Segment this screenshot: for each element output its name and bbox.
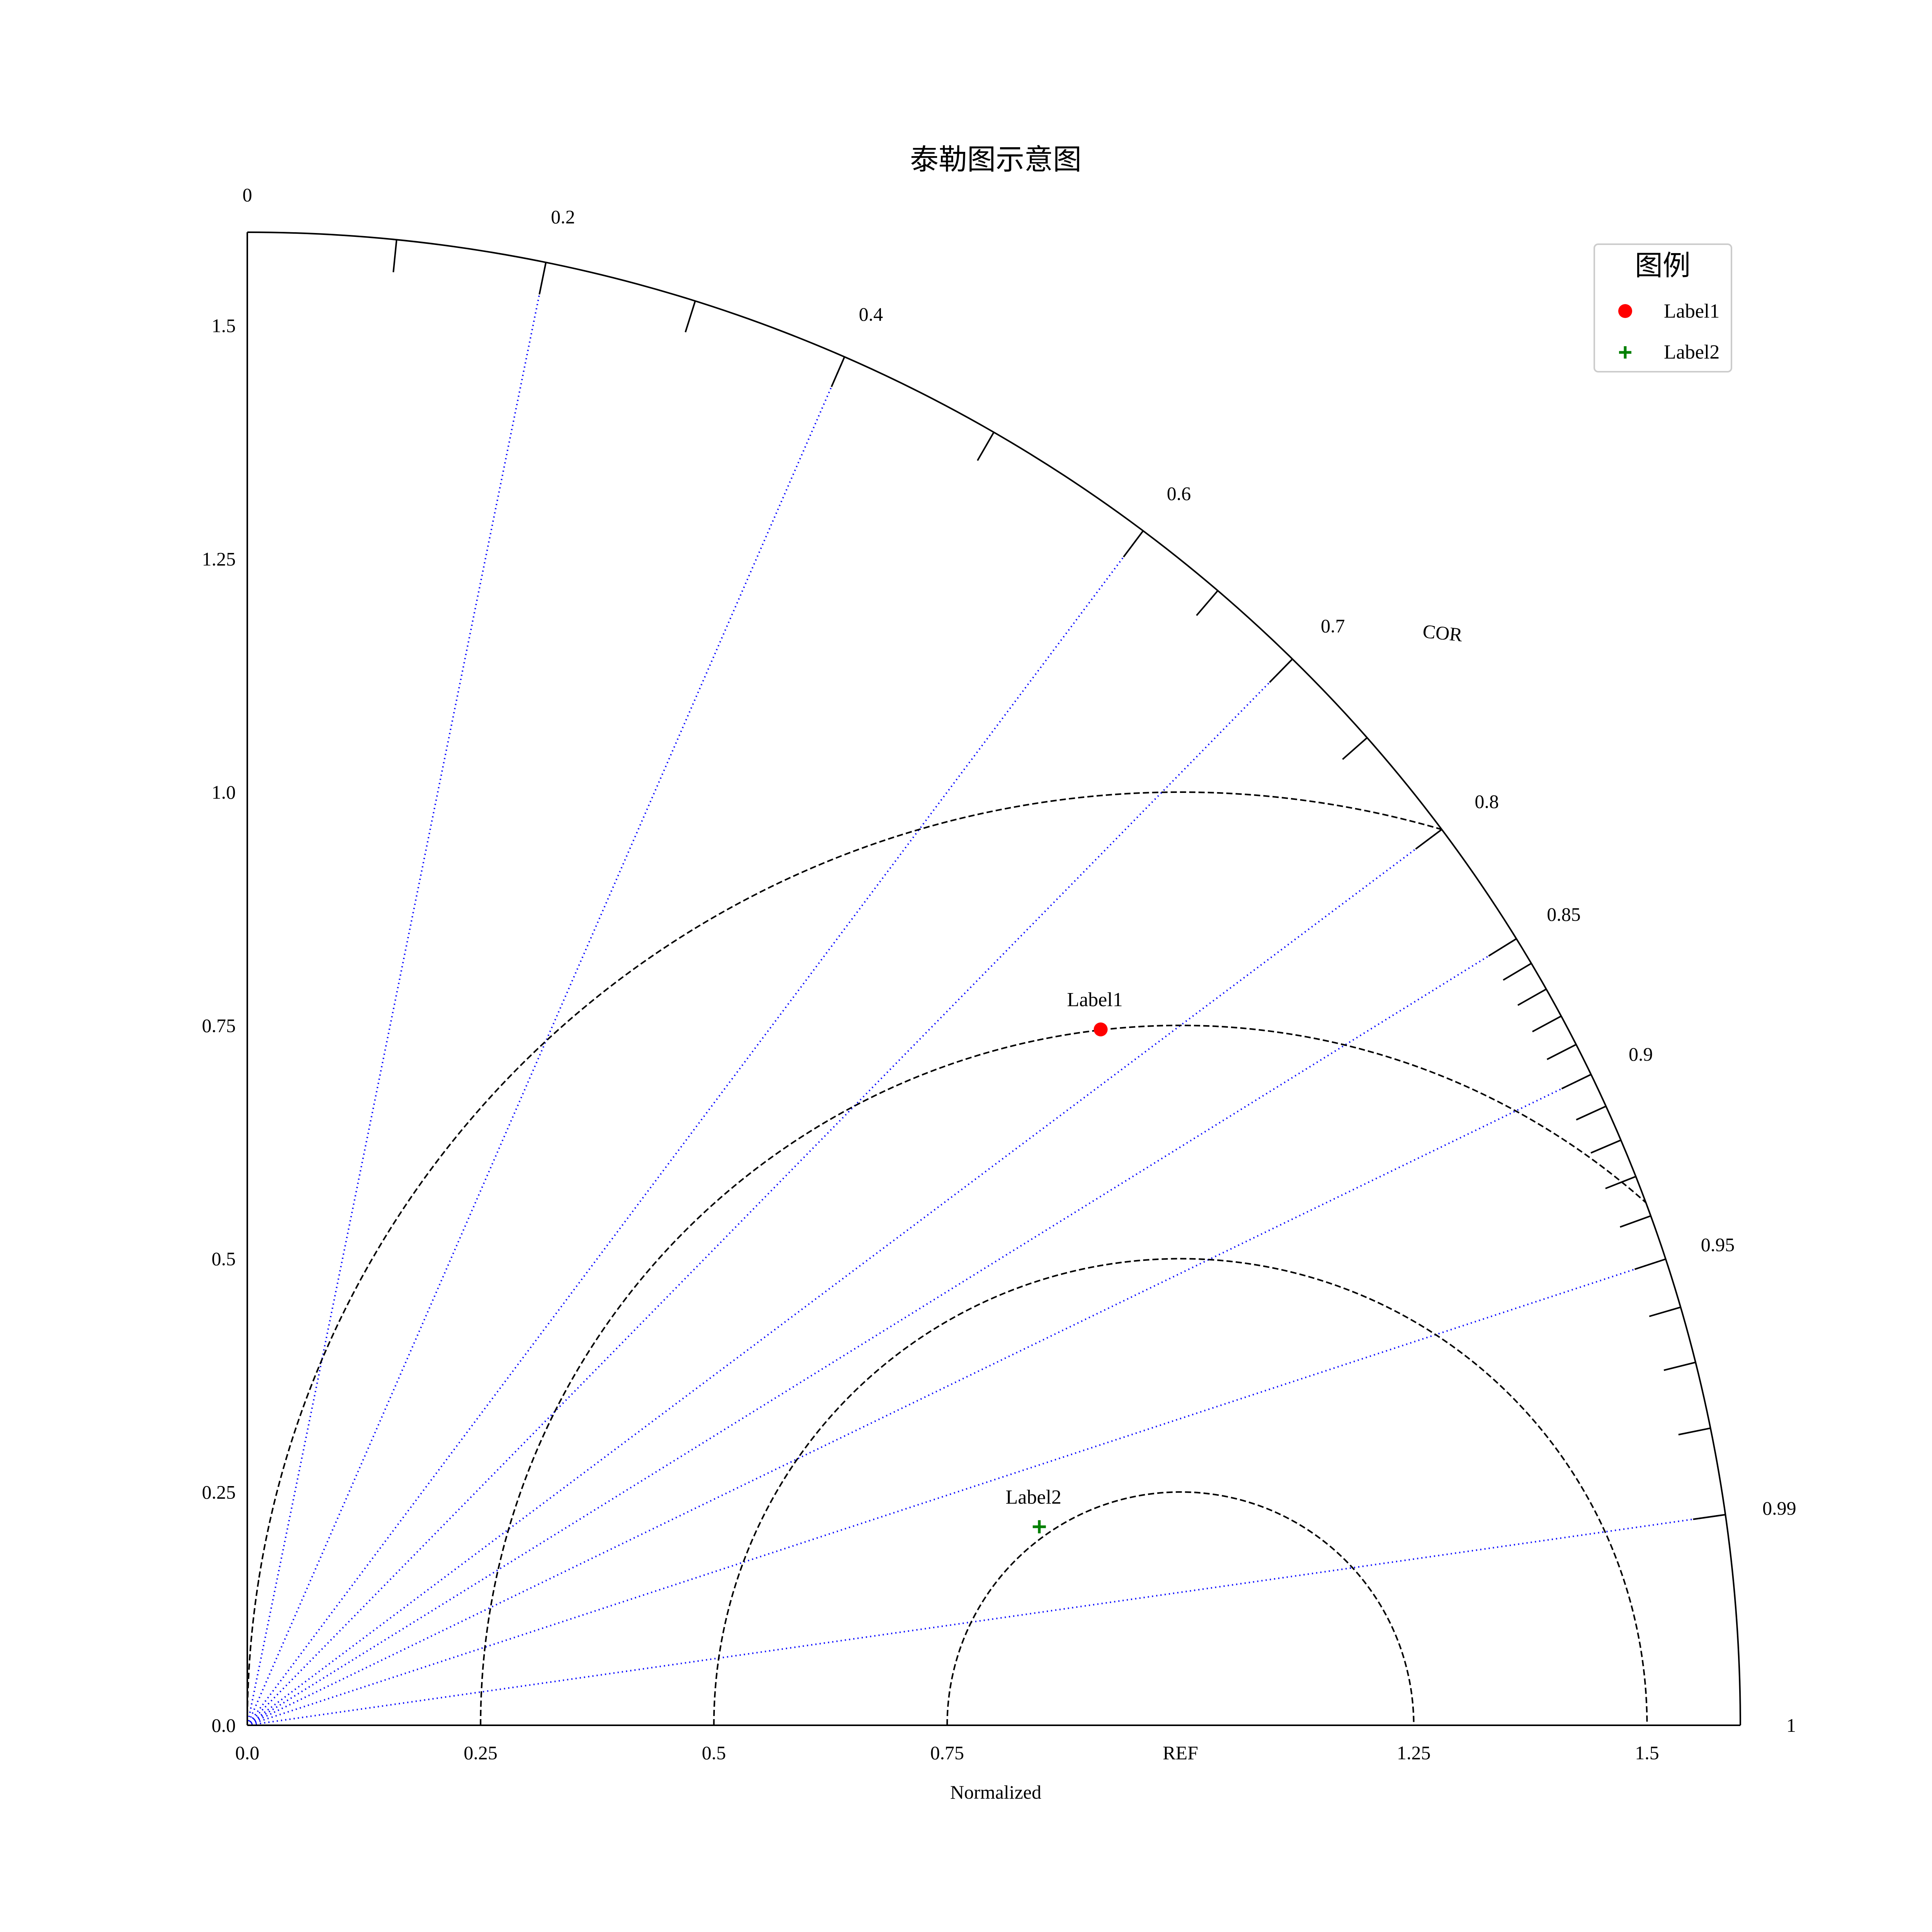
legend: 图例 Label1 Label2 <box>1594 243 1732 372</box>
cor-minor-tick <box>392 240 398 272</box>
x-tick-label: 0.5 <box>702 1742 726 1764</box>
y-tick-label: 0.25 <box>202 1481 236 1503</box>
x-tick-label: 1.25 <box>1397 1742 1431 1764</box>
legend-label-2: Label2 <box>1664 341 1719 363</box>
cor-minor-tick <box>684 301 696 333</box>
y-tick-label: 1.5 <box>212 315 236 337</box>
cor-minor-tick <box>1546 1044 1577 1060</box>
legend-title: 图例 <box>1635 249 1690 282</box>
cor-tick-label: 0.85 <box>1547 903 1581 925</box>
ref-label: REF <box>1163 1742 1198 1764</box>
cor-minor-tick <box>1620 1215 1651 1228</box>
cor-tick-label: 0.6 <box>1167 483 1191 504</box>
ticks: 0.0 0.25 0.5 0.75 1.0 1.25 1.5 0.0 0.25 0.5 0.75 1.… <box>202 184 1796 1764</box>
cor-endpoint-label: 1 <box>1786 1714 1796 1736</box>
cor-major-tick <box>1123 530 1144 558</box>
x-tick-label: 0.0 <box>235 1742 260 1764</box>
cor-minor-tick <box>977 432 995 461</box>
cor-endpoint-label: 0 <box>243 184 252 206</box>
cor-major-tick <box>1269 658 1293 683</box>
data-point-Label2 <box>1032 1520 1046 1534</box>
data-point-Label1 <box>1094 1022 1108 1037</box>
cor-major-tick <box>1634 1258 1666 1270</box>
x-tick-label: 0.25 <box>464 1742 498 1764</box>
point-label: Label1 <box>1067 989 1122 1011</box>
axes <box>247 231 1741 1726</box>
cor-tick-label: 0.4 <box>859 303 883 325</box>
cor-minor-tick <box>1663 1361 1696 1371</box>
legend-marker-circle <box>1618 304 1632 318</box>
point-label: Label2 <box>1006 1486 1061 1508</box>
cor-minor-tick <box>1678 1427 1711 1435</box>
y-tick-label: 0.75 <box>202 1015 236 1036</box>
legend-frame <box>1594 243 1732 372</box>
y-tick-label: 1.0 <box>212 781 236 803</box>
cor-minor-tick <box>1605 1175 1636 1189</box>
cor-axis-label: COR <box>1422 620 1464 646</box>
cor-minor-tick <box>1532 1015 1562 1032</box>
y-tick-label: 1.25 <box>202 548 236 570</box>
cor-minor-tick <box>1196 590 1219 616</box>
y-tick-label: 0.0 <box>212 1714 236 1736</box>
data-points: Label1 Label2 <box>1006 989 1123 1534</box>
rms-circle <box>247 791 1442 1726</box>
cor-major-tick <box>1561 1073 1592 1090</box>
cor-minor-tick <box>1649 1306 1681 1317</box>
cor-minor-tick <box>1503 963 1532 981</box>
cor-tick-label: 0.95 <box>1701 1234 1735 1255</box>
cor-outer-arc <box>247 231 1741 1726</box>
x-axis-label: Normalized <box>950 1781 1041 1803</box>
cor-major-tick <box>1488 938 1517 957</box>
legend-label-1: Label1 <box>1664 300 1719 322</box>
cor-major-tick <box>1415 829 1442 850</box>
cor-major-tick <box>1693 1514 1726 1520</box>
rms-circle <box>713 1258 1648 1726</box>
cor-tick-label: 0.9 <box>1629 1043 1653 1065</box>
cor-minor-tick <box>1576 1105 1607 1121</box>
cor-major-tick <box>538 262 547 295</box>
cor-minor-tick <box>1342 737 1368 760</box>
cor-tick-label: 0.7 <box>1321 615 1345 636</box>
x-tick-label: 0.75 <box>930 1742 964 1764</box>
rms-circles <box>247 791 1648 1726</box>
cor-tick-label: 0.99 <box>1762 1497 1796 1519</box>
x-tick-label: 1.5 <box>1635 1742 1659 1764</box>
cor-minor-tick <box>1517 988 1547 1006</box>
cor-tick-label: 0.2 <box>551 206 575 228</box>
cor-tick-label: 0.8 <box>1475 791 1499 812</box>
y-tick-label: 0.5 <box>212 1248 236 1270</box>
chart-title: 泰勒图示意图 <box>910 143 1082 176</box>
rms-circle <box>946 1491 1415 1726</box>
legend-marker-plus <box>1619 346 1631 359</box>
rms-circle <box>480 1024 1646 1726</box>
cor-major-tick <box>830 356 845 387</box>
cor-minor-tick <box>1590 1139 1621 1154</box>
